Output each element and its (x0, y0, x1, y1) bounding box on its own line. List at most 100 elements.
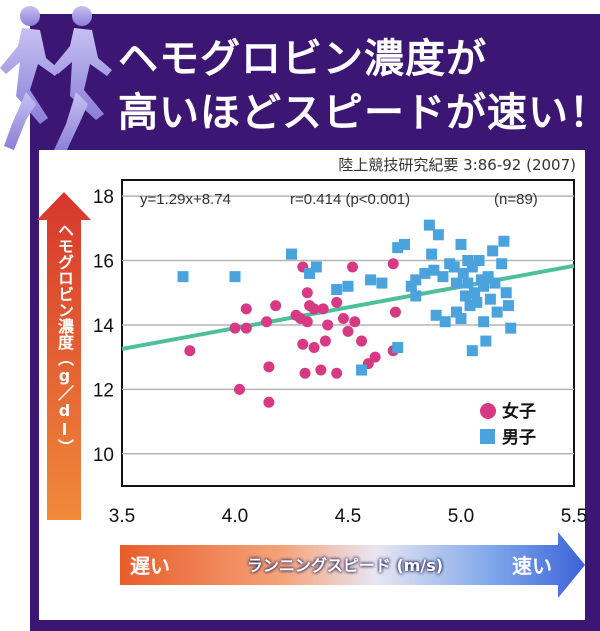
data-point-women (184, 345, 196, 357)
x-tick-label: 3.5 (109, 506, 135, 527)
headline-line-2: 高いほどスピードが速い！ (118, 90, 600, 136)
data-point-women (356, 335, 368, 347)
data-point-women (301, 316, 313, 328)
data-point-men (229, 271, 241, 283)
data-point-men (466, 345, 478, 357)
legend-label-women: 女子 (502, 401, 536, 422)
data-point-women (270, 300, 282, 312)
regression-equation: y=1.29x+8.74 (140, 191, 231, 208)
data-point-men (457, 267, 469, 279)
headline-line-1: ヘモグロビン濃度が (118, 36, 487, 82)
legend-marker-women (480, 403, 496, 419)
data-point-men (455, 238, 467, 250)
speed-arrow-bar (120, 532, 585, 598)
data-point-men (439, 316, 451, 328)
x-tick-label: 4.5 (335, 506, 361, 527)
data-point-women (387, 258, 399, 270)
data-point-men (473, 255, 485, 267)
data-point-men (489, 277, 501, 289)
data-point-men (475, 274, 487, 286)
y-tick-label: 10 (93, 445, 114, 466)
data-point-men (484, 293, 496, 305)
data-point-men (487, 245, 499, 257)
data-point-women (389, 306, 401, 318)
y-tick-label: 12 (93, 380, 114, 401)
data-point-men (496, 258, 508, 270)
data-point-men (437, 271, 449, 283)
source-citation: 陸上競技研究紀要 3:86-92 (2007) (338, 156, 576, 174)
data-point-men (482, 271, 494, 283)
data-point-women (263, 396, 275, 408)
data-point-men (392, 242, 404, 254)
data-point-men (480, 335, 492, 347)
data-point-men (500, 287, 512, 299)
data-point-men (286, 248, 297, 260)
data-point-women (342, 325, 354, 337)
data-point-men (410, 274, 422, 286)
data-point-women (263, 361, 275, 373)
data-point-women (261, 316, 273, 328)
x-tick-label: 5.0 (448, 506, 474, 527)
data-point-men (478, 316, 490, 328)
y-tick-label: 18 (93, 187, 114, 208)
data-point-women (297, 338, 309, 350)
y-axis-arrow (37, 192, 91, 520)
y-tick-label: 14 (93, 316, 115, 337)
data-point-men (450, 277, 462, 289)
data-point-men (448, 261, 460, 273)
data-point-men (466, 261, 478, 273)
data-point-women (299, 367, 311, 379)
sample-size: (n=89) (494, 191, 538, 208)
data-point-men (304, 267, 316, 279)
data-point-men (432, 229, 444, 241)
y-tick-label: 16 (93, 252, 114, 273)
data-point-women (301, 287, 313, 299)
data-point-women (315, 364, 327, 376)
data-point-men (462, 255, 474, 267)
data-point-men (423, 219, 435, 231)
data-point-men (410, 290, 422, 302)
data-point-men (464, 300, 476, 312)
data-point-women (308, 341, 320, 353)
data-point-men (342, 280, 354, 292)
data-points (177, 219, 517, 408)
runner-silhouette-icon (0, 6, 112, 152)
x-axis-label: ランニングスピード (m/s) (246, 556, 444, 575)
data-point-men (450, 306, 462, 318)
data-point-men (469, 287, 481, 299)
data-point-men (365, 274, 377, 286)
data-point-women (322, 319, 334, 331)
x-tick-labels: 3.5 4.0 4.5 5.0 5.5 (109, 506, 587, 527)
data-point-men (462, 277, 474, 289)
data-point-women (234, 383, 246, 395)
gridlines (122, 195, 574, 455)
slow-label: 遅い (130, 554, 170, 578)
data-point-men (310, 261, 322, 273)
y-tick-labels: 10 12 14 16 18 (93, 187, 115, 466)
data-point-men (455, 313, 467, 325)
data-point-men (419, 267, 431, 279)
legend-marker-men (480, 429, 495, 444)
data-point-women (331, 296, 343, 308)
data-point-men (460, 290, 472, 302)
data-point-women (337, 313, 349, 325)
data-point-women (317, 303, 329, 315)
data-point-men (331, 284, 343, 296)
fast-label: 速い (512, 554, 552, 578)
data-point-men (478, 280, 490, 292)
data-point-men (428, 264, 440, 276)
data-point-men (430, 309, 442, 321)
data-point-women (331, 367, 343, 379)
x-tick-label: 5.5 (561, 506, 587, 527)
data-point-men (376, 277, 388, 289)
data-point-men (502, 300, 514, 312)
data-point-women (347, 261, 359, 273)
legend-label-men: 男子 (502, 428, 536, 448)
data-point-men (399, 238, 410, 250)
data-point-men (491, 306, 503, 318)
data-point-men (356, 364, 368, 376)
data-point-men (405, 280, 417, 292)
x-tick-label: 4.0 (222, 506, 248, 527)
data-point-men (498, 235, 510, 247)
